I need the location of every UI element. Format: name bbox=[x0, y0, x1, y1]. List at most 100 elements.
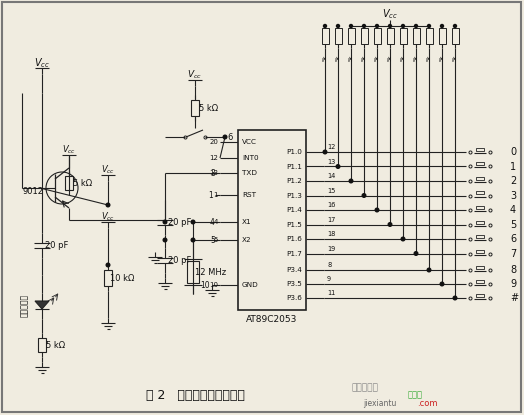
Text: 5k: 5k bbox=[427, 55, 431, 61]
Text: 4: 4 bbox=[510, 205, 516, 215]
Text: 9012: 9012 bbox=[23, 186, 43, 195]
Circle shape bbox=[106, 203, 110, 207]
Bar bbox=[347, 28, 355, 44]
Text: 18: 18 bbox=[327, 231, 335, 237]
Text: 10: 10 bbox=[209, 282, 218, 288]
Circle shape bbox=[375, 208, 379, 212]
Text: $V_{cc}$: $V_{cc}$ bbox=[101, 164, 115, 176]
Circle shape bbox=[106, 263, 110, 267]
Text: 捷线图: 捷线图 bbox=[408, 391, 422, 400]
Bar bbox=[476, 163, 484, 166]
Bar bbox=[439, 28, 445, 44]
Bar bbox=[476, 191, 484, 195]
Text: $V_{cc}$: $V_{cc}$ bbox=[382, 7, 398, 21]
Text: GND: GND bbox=[242, 282, 259, 288]
Text: 11: 11 bbox=[327, 290, 335, 296]
Text: P1.6: P1.6 bbox=[286, 236, 302, 242]
Circle shape bbox=[191, 238, 195, 242]
Bar bbox=[476, 294, 484, 297]
Text: #: # bbox=[510, 293, 518, 303]
Circle shape bbox=[441, 24, 443, 27]
Bar bbox=[425, 28, 432, 44]
Text: P1.7: P1.7 bbox=[286, 251, 302, 256]
Text: 6: 6 bbox=[510, 234, 516, 244]
Circle shape bbox=[362, 194, 366, 197]
Text: 17: 17 bbox=[327, 217, 335, 222]
Circle shape bbox=[223, 135, 227, 139]
Text: 12: 12 bbox=[327, 144, 335, 150]
Text: 12 MHz: 12 MHz bbox=[195, 268, 226, 276]
Polygon shape bbox=[35, 301, 49, 309]
Bar bbox=[476, 266, 484, 269]
Bar bbox=[412, 28, 420, 44]
Bar bbox=[476, 206, 484, 209]
Text: TXD: TXD bbox=[242, 170, 257, 176]
Text: 5: 5 bbox=[510, 220, 516, 229]
Text: 12: 12 bbox=[209, 155, 218, 161]
Text: 5: 5 bbox=[214, 237, 218, 243]
Text: $V_{cc}$: $V_{cc}$ bbox=[101, 211, 115, 223]
Text: 8: 8 bbox=[327, 262, 331, 268]
Text: 5k: 5k bbox=[388, 55, 392, 61]
Circle shape bbox=[376, 24, 378, 27]
Text: 5k: 5k bbox=[375, 55, 379, 61]
Bar bbox=[334, 28, 342, 44]
Text: 8: 8 bbox=[510, 265, 516, 275]
Text: 20 pF: 20 pF bbox=[168, 217, 192, 227]
Circle shape bbox=[453, 296, 457, 300]
Bar bbox=[476, 235, 484, 238]
Text: X1: X1 bbox=[242, 219, 252, 225]
Text: 5: 5 bbox=[210, 235, 215, 244]
Circle shape bbox=[401, 24, 405, 27]
Bar bbox=[238, 130, 306, 310]
Text: $V_{cc}$: $V_{cc}$ bbox=[34, 56, 50, 70]
Text: 红外发射管: 红外发射管 bbox=[19, 293, 28, 317]
Text: 3: 3 bbox=[510, 190, 516, 200]
Text: 6: 6 bbox=[227, 132, 233, 142]
Bar bbox=[361, 28, 367, 44]
Text: 5 kΩ: 5 kΩ bbox=[47, 340, 66, 349]
Bar bbox=[374, 28, 380, 44]
Text: 5k: 5k bbox=[413, 55, 419, 61]
Text: P1.4: P1.4 bbox=[286, 207, 302, 213]
Text: 20: 20 bbox=[209, 139, 218, 145]
Text: 13: 13 bbox=[209, 170, 218, 176]
Circle shape bbox=[440, 282, 444, 286]
Circle shape bbox=[349, 179, 353, 183]
Circle shape bbox=[163, 220, 167, 224]
Text: P3.4: P3.4 bbox=[286, 267, 302, 273]
Bar bbox=[452, 28, 458, 44]
Bar bbox=[476, 148, 484, 151]
Text: 19: 19 bbox=[327, 246, 335, 251]
Text: P1.5: P1.5 bbox=[286, 222, 302, 227]
Bar bbox=[104, 270, 112, 286]
Circle shape bbox=[336, 165, 340, 168]
Text: 1: 1 bbox=[208, 190, 213, 200]
Text: 5k: 5k bbox=[453, 55, 457, 61]
Text: RST: RST bbox=[242, 192, 256, 198]
Text: 1: 1 bbox=[510, 161, 516, 171]
Text: 16: 16 bbox=[327, 202, 335, 208]
Text: P1.2: P1.2 bbox=[286, 178, 302, 184]
Text: 0: 0 bbox=[510, 147, 516, 157]
Circle shape bbox=[427, 268, 431, 272]
Text: 5k: 5k bbox=[335, 55, 341, 61]
Text: 20 pF: 20 pF bbox=[45, 241, 69, 249]
Circle shape bbox=[428, 24, 431, 27]
Text: 4: 4 bbox=[214, 219, 218, 225]
Text: 5k: 5k bbox=[362, 55, 366, 61]
Text: 5k: 5k bbox=[348, 55, 354, 61]
Circle shape bbox=[336, 24, 340, 27]
Text: P1.1: P1.1 bbox=[286, 164, 302, 169]
Text: 20 pF: 20 pF bbox=[168, 256, 192, 264]
Text: P1.3: P1.3 bbox=[286, 193, 302, 198]
Circle shape bbox=[388, 24, 391, 27]
Text: $V_{cc}$: $V_{cc}$ bbox=[188, 69, 202, 81]
Text: 5 kΩ: 5 kΩ bbox=[200, 103, 219, 112]
Text: 9: 9 bbox=[510, 279, 516, 289]
Text: 2: 2 bbox=[510, 176, 516, 186]
Text: 5 kΩ: 5 kΩ bbox=[73, 178, 93, 188]
Text: 10: 10 bbox=[200, 281, 210, 290]
Circle shape bbox=[414, 24, 418, 27]
Text: 3: 3 bbox=[210, 168, 215, 178]
